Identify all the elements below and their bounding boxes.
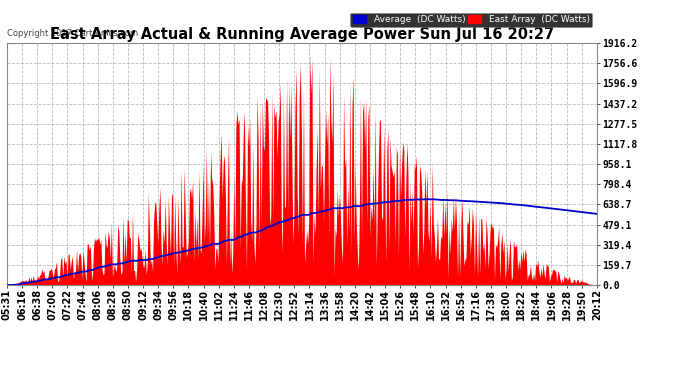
Legend: Average  (DC Watts), East Array  (DC Watts): Average (DC Watts), East Array (DC Watts… bbox=[350, 13, 592, 27]
Text: Copyright 2017 Cartronics.com: Copyright 2017 Cartronics.com bbox=[7, 29, 138, 38]
Title: East Array Actual & Running Average Power Sun Jul 16 20:27: East Array Actual & Running Average Powe… bbox=[50, 27, 554, 42]
